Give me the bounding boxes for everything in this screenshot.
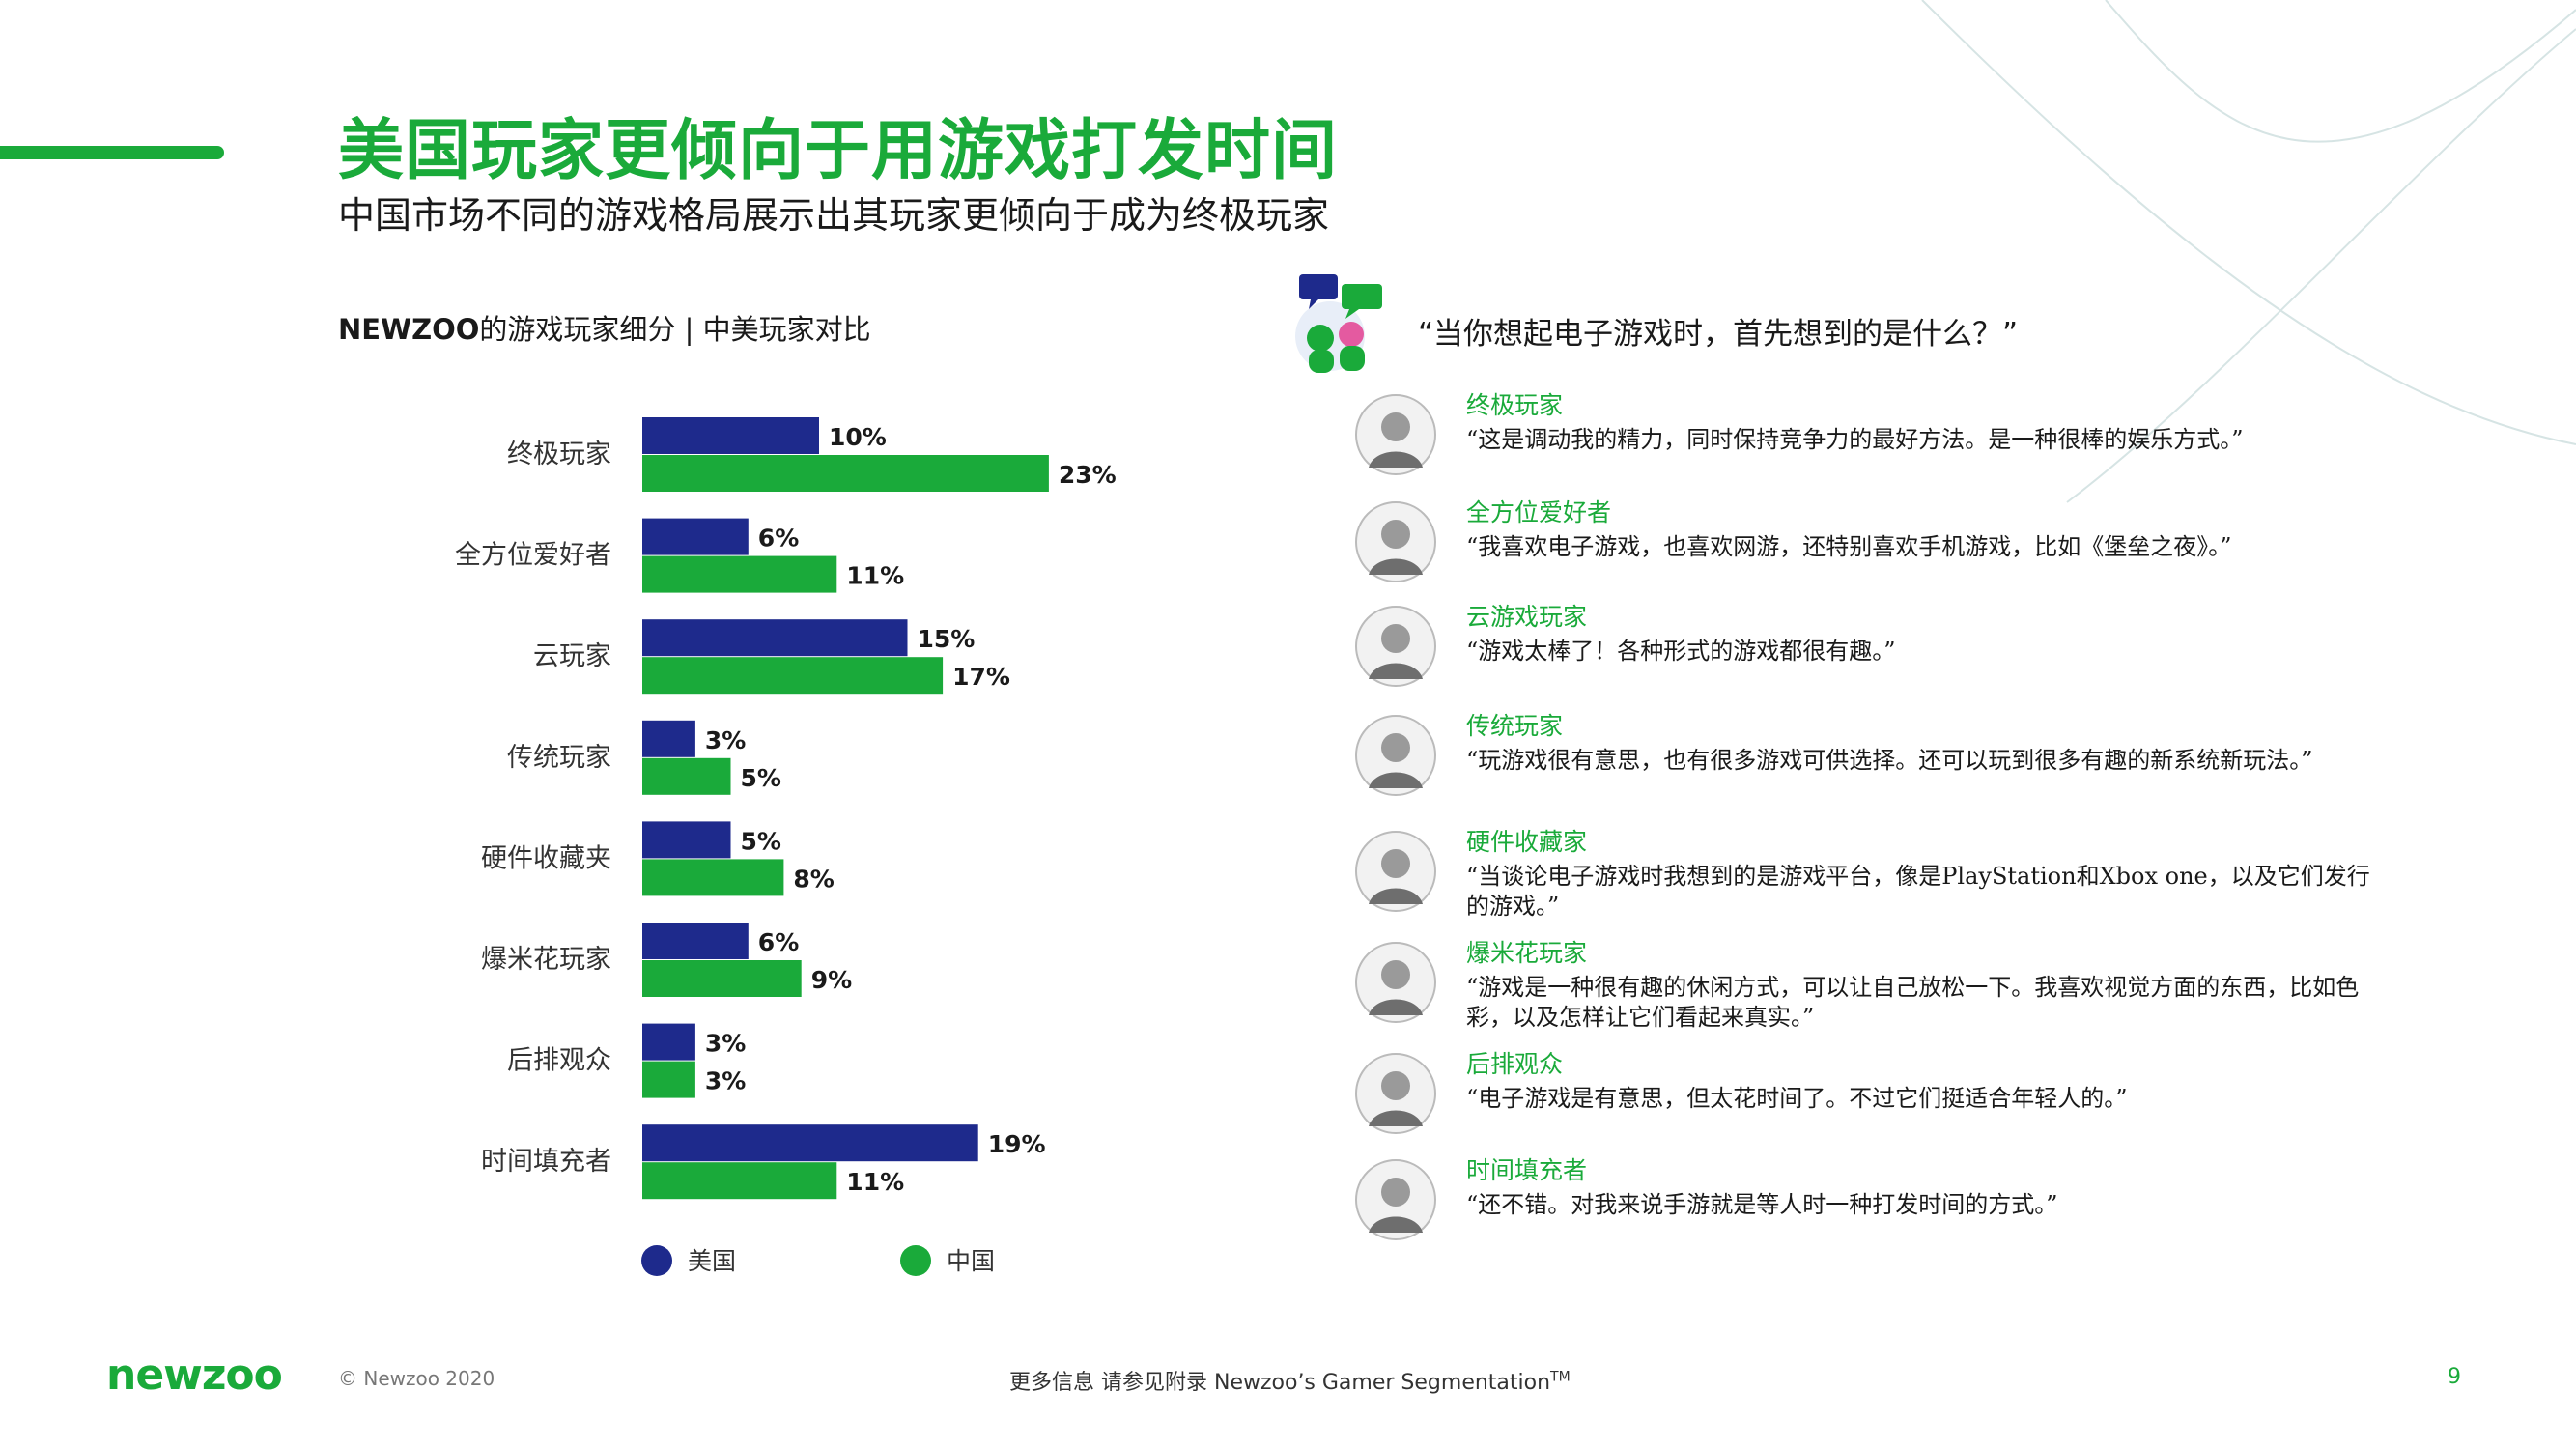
category-label: 传统玩家 (507, 743, 611, 773)
bar (642, 923, 749, 959)
persona-quote: “我喜欢电子游戏，也喜欢网游，还特别喜欢手机游戏，比如《堡垒之夜》。” (1466, 533, 2232, 560)
chart-title-brand: NEWZOO (338, 313, 480, 346)
persona-name: 时间填充者 (1466, 1156, 1588, 1184)
persona-quote: “游戏太棒了！各种形式的游戏都很有趣。” (1466, 638, 1896, 665)
page-number: 9 (2448, 1365, 2461, 1389)
data-label: 6% (758, 525, 799, 553)
persona-name: 终极玩家 (1466, 391, 1564, 419)
category-label: 硬件收藏夹 (481, 843, 611, 873)
persona-name: 后排观众 (1466, 1050, 1564, 1078)
persona-quote: “还不错。对我来说手游就是等人时一种打发时间的方式。” (1466, 1191, 2058, 1218)
data-label: 8% (793, 865, 834, 893)
bar (642, 619, 908, 657)
bar (642, 1162, 837, 1200)
portrait-icon (1355, 942, 1436, 1023)
data-label: 3% (705, 726, 746, 754)
chart-title-text: 的游戏玩家细分 | 中美玩家对比 (479, 313, 871, 346)
data-label: 3% (705, 1030, 746, 1058)
category-label: 全方位爱好者 (455, 541, 611, 571)
bar (642, 455, 1049, 492)
persona-name: 爆米花玩家 (1466, 939, 1588, 967)
footer-note-trademark: TM (1550, 1369, 1571, 1385)
data-label: 5% (741, 764, 781, 792)
bar (642, 1023, 695, 1061)
chart-title: NEWZOO的游戏玩家细分 | 中美玩家对比 (338, 307, 871, 348)
legend-label: 中国 (947, 1247, 995, 1275)
data-label: 11% (846, 1168, 904, 1196)
data-label: 3% (705, 1067, 746, 1095)
category-label: 终极玩家 (507, 440, 611, 469)
chat-people-icon (1295, 274, 1382, 373)
bar (642, 960, 802, 997)
footer-note: 更多信息 请参见附录 Newzoo’s Gamer SegmentationTM (1009, 1365, 1571, 1396)
portrait-icon (1355, 501, 1436, 582)
persona-name: 硬件收藏家 (1466, 828, 1588, 856)
bar-chart: 终极玩家 10% 23% 全方位爱好者 6% 11% 云玩家 15% 17% 传统玩家 3% 5% 硬件… (455, 417, 1117, 1276)
data-label: 9% (811, 966, 852, 994)
category-label: 时间填充者 (481, 1147, 611, 1177)
data-label: 10% (829, 423, 887, 451)
bar (642, 555, 837, 593)
bar (642, 518, 749, 555)
category-label: 云玩家 (533, 641, 611, 671)
data-label: 23% (1059, 461, 1117, 489)
bar (642, 859, 784, 896)
data-label: 15% (918, 625, 976, 653)
page-subtitle: 中国市场不同的游戏格局展示出其玩家更倾向于成为终极玩家 (338, 194, 1330, 237)
portrait-icon (1355, 831, 1436, 912)
portrait-icon (1355, 606, 1436, 687)
portrait-icon (1355, 1053, 1436, 1134)
bar (642, 720, 695, 757)
quote-question: “当你想起电子游戏时，首先想到的是什么？” (1418, 317, 2019, 352)
legend-label: 美国 (688, 1247, 736, 1275)
persona-quote: “玩游戏很有意思，也有很多游戏可供选择。还可以玩到很多有趣的新系统新玩法。” (1466, 747, 2313, 774)
persona-name: 全方位爱好者 (1466, 498, 1612, 526)
bar (642, 657, 944, 695)
data-label: 19% (988, 1130, 1046, 1158)
persona-quote: “电子游戏是有意思，但太花时间了。不过它们挺适合年轻人的。” (1466, 1085, 2128, 1112)
legend-marker (900, 1245, 931, 1276)
portrait-icon (1355, 1159, 1436, 1240)
persona-quote: “游戏是一种很有趣的休闲方式，可以让自己放松一下。我喜欢视觉方面的东西，比如色彩… (1466, 974, 2360, 1031)
persona-quote: “当谈论电子游戏时我想到的是游戏平台，像是PlayStation和Xbox on… (1466, 863, 2370, 920)
newzoo-logo: newzoo (106, 1350, 283, 1400)
bar (642, 1061, 695, 1098)
data-label: 17% (952, 663, 1010, 691)
persona-name: 传统玩家 (1466, 712, 1564, 740)
bar (642, 821, 731, 859)
portrait-icon (1355, 394, 1436, 475)
persona-quote: “这是调动我的精力，同时保持竞争力的最好方法。是一种很棒的娱乐方式。” (1466, 426, 2244, 453)
copyright: © Newzoo 2020 (338, 1367, 495, 1390)
bar (642, 1124, 978, 1162)
bar (642, 757, 731, 795)
data-label: 11% (846, 562, 904, 590)
persona-name: 云游戏玩家 (1466, 603, 1588, 631)
category-label: 后排观众 (507, 1046, 611, 1076)
portrait-icon (1355, 715, 1436, 796)
page-title: 美国玩家更倾向于用游戏打发时间 (338, 113, 1339, 189)
data-label: 6% (758, 928, 799, 956)
footer-note-text: 更多信息 请参见附录 Newzoo’s Gamer Segmentation (1009, 1371, 1551, 1395)
bar (642, 417, 819, 454)
data-label: 5% (741, 827, 781, 855)
category-label: 爆米花玩家 (481, 945, 611, 975)
accent-bar (0, 146, 224, 159)
legend-marker (641, 1245, 672, 1276)
